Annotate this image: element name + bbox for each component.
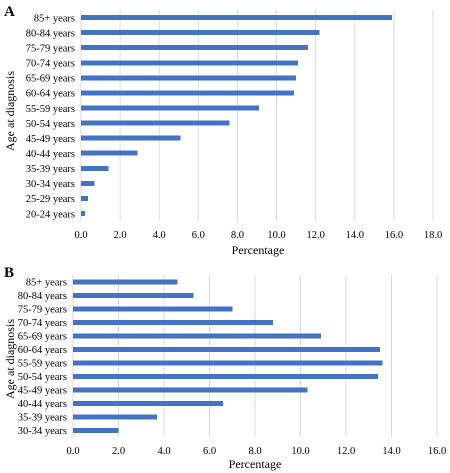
panel-a-bar <box>81 75 297 81</box>
panel-a-gridlines <box>80 10 434 221</box>
panel-b-category-label: 35-39 years <box>18 413 67 424</box>
panel-a-bar <box>81 60 299 66</box>
panel-b-x-tick-label: 6.0 <box>203 446 216 457</box>
panel-b-y-axis-label: Age at diagnosis <box>3 319 17 399</box>
panel-b-bar <box>73 333 321 339</box>
panel-a-category-label: 20-24 years <box>26 209 75 220</box>
panel-b-bars <box>73 279 383 433</box>
panel-b-category-label: 55-59 years <box>18 359 67 370</box>
panel-a-category-label: 25-29 years <box>26 194 75 205</box>
panel-b-category-label: 80-84 years <box>18 291 67 302</box>
panel-a-x-tick-label: 8.0 <box>231 230 244 241</box>
panel-b-category-label: 30-34 years <box>18 426 67 437</box>
panel-a-x-tick-label: 6.0 <box>192 230 205 241</box>
panel-a-bars <box>81 15 392 216</box>
panel-b-x-tick-label: 12.0 <box>337 446 355 457</box>
panel-a-category-label: 35-39 years <box>26 164 75 175</box>
panel-a-x-axis-label: Percentage <box>232 243 285 257</box>
panel-b-x-tick-label: 4.0 <box>157 446 170 457</box>
panel-b-x-tick-labels: 0.0 2.0 4.0 6.0 8.0 10.0 12.0 14.0 16.0 <box>66 446 446 457</box>
panel-a-category-label: 40-44 years <box>26 149 75 160</box>
panel-a-letter: A <box>4 4 15 20</box>
panel-b-gridlines <box>72 275 438 437</box>
panel-b-chart: B Age at diagnosis Percentage 85+ years8… <box>3 265 446 471</box>
panel-a-bar <box>81 15 392 21</box>
panel-a-x-tick-label: 2.0 <box>114 230 127 241</box>
panel-b-x-tick-label: 2.0 <box>112 446 125 457</box>
panel-b-x-tick-label: 0.0 <box>66 446 79 457</box>
panel-a-bar <box>81 150 138 156</box>
panel-a-category-label: 55-59 years <box>26 104 75 115</box>
panel-b-category-label: 85+ years <box>26 278 67 289</box>
panel-b-category-label: 50-54 years <box>18 372 67 383</box>
panel-b-bar <box>73 373 378 379</box>
panel-b-category-labels: 85+ years 80-84 years 75-79 years 70-74 yea… <box>18 278 67 438</box>
panel-b-bar <box>73 319 274 325</box>
panel-b-bar <box>73 306 233 312</box>
panel-b-category-label: 45-49 years <box>18 386 67 397</box>
panel-a-x-tick-label: 0.0 <box>74 230 87 241</box>
panel-a-bar <box>81 45 308 51</box>
panel-a-bar <box>81 105 259 111</box>
panel-b-bar <box>73 387 308 393</box>
panel-a-category-label: 50-54 years <box>26 119 75 130</box>
panel-b-category-label: 70-74 years <box>18 318 67 329</box>
panel-a-bar <box>81 180 95 186</box>
panel-a-x-tick-label: 18.0 <box>424 230 442 241</box>
panel-b-bar <box>73 360 383 366</box>
panel-a-category-label: 80-84 years <box>26 28 75 39</box>
panel-b-bar <box>73 292 194 298</box>
panel-a-category-label: 65-69 years <box>26 74 75 85</box>
panel-b-x-axis-label: Percentage <box>229 457 282 471</box>
panel-a-category-label: 70-74 years <box>26 59 75 70</box>
panel-b-bar <box>73 400 224 406</box>
panel-a-chart: A Age at diagnosis Percentage 85+ years8… <box>3 4 442 257</box>
panel-a-category-labels: 85+ years 80-84 years 75-79 years 70-74 yea… <box>26 13 75 220</box>
panel-a-category-label: 85+ years <box>34 13 75 24</box>
panel-a-y-axis-label: Age at diagnosis <box>3 71 17 151</box>
panel-b-x-tick-label: 16.0 <box>428 446 446 457</box>
panel-a-x-tick-labels: 0.0 2.0 4.0 6.0 8.0 10.0 12.0 14.0 16.0 18.0 <box>74 230 442 241</box>
panel-b-x-tick-label: 8.0 <box>248 446 261 457</box>
panel-a-category-label: 75-79 years <box>26 43 75 54</box>
panel-b-category-label: 75-79 years <box>18 305 67 316</box>
panel-a-x-tick-label: 4.0 <box>153 230 166 241</box>
panel-b-category-label: 40-44 years <box>18 399 67 410</box>
panel-a-bar <box>81 195 88 201</box>
panel-a-category-label: 45-49 years <box>26 134 75 145</box>
panel-a-x-tick-label: 16.0 <box>385 230 403 241</box>
panel-b-bar <box>73 346 381 352</box>
panel-a-bar <box>81 135 181 141</box>
panel-b-x-tick-label: 14.0 <box>382 446 400 457</box>
panel-b-bar <box>73 414 158 420</box>
panel-a-category-label: 60-64 years <box>26 89 75 100</box>
panel-b-category-label: 60-64 years <box>18 345 67 356</box>
panel-b-letter: B <box>4 265 14 281</box>
panel-a-x-tick-label: 12.0 <box>306 230 324 241</box>
panel-a-bar <box>81 165 109 171</box>
panel-a-bar <box>81 120 230 126</box>
panel-b-x-tick-label: 10.0 <box>291 446 309 457</box>
panel-a-x-tick-label: 14.0 <box>346 230 364 241</box>
panel-a-x-tick-label: 10.0 <box>267 230 285 241</box>
panel-a-bar <box>81 90 295 96</box>
panel-a-bar <box>81 30 320 36</box>
panel-b-category-label: 65-69 years <box>18 332 67 343</box>
panel-b-bar <box>73 427 119 433</box>
panel-b-bar <box>73 279 178 285</box>
panel-a-bar <box>81 210 85 216</box>
panel-a-category-label: 30-34 years <box>26 179 75 190</box>
